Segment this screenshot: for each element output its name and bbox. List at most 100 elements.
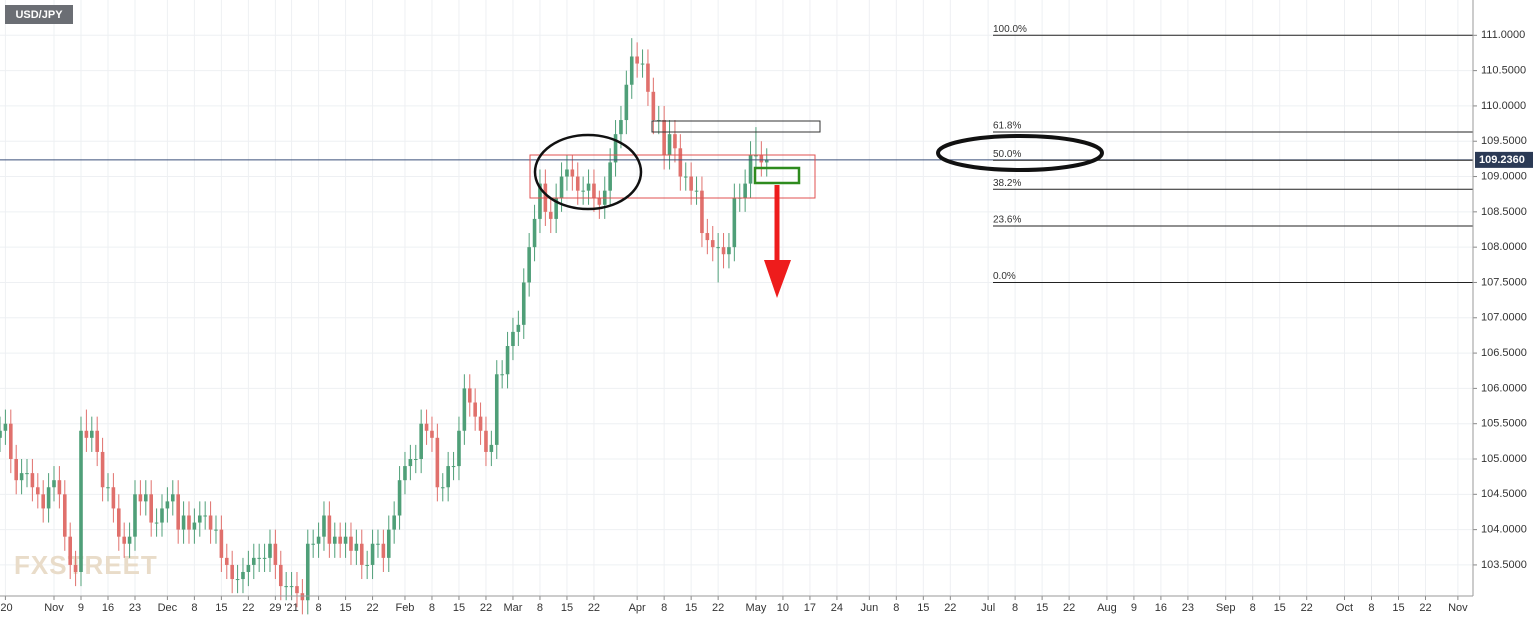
candle-body [640, 63, 645, 65]
circle-annotation [533, 133, 643, 211]
candle-body [127, 536, 132, 544]
candle-body [689, 176, 693, 191]
candle-body [122, 536, 126, 544]
candle-body [673, 134, 677, 149]
candle-body [392, 515, 396, 530]
candle-body [451, 466, 456, 468]
candle-body [106, 487, 110, 489]
candle-body [311, 543, 315, 545]
y-tick-label: 111.0000 [1481, 29, 1525, 41]
candle-body [84, 430, 89, 438]
y-tick-label: 108.5000 [1481, 206, 1527, 218]
x-tick-label: Apr [629, 602, 646, 614]
x-tick-label: 9 [1131, 602, 1137, 614]
candle-body [214, 529, 218, 531]
candle-body [694, 190, 699, 192]
candle-body [208, 515, 213, 530]
x-tick-label: 15 [1274, 602, 1286, 614]
candle-body [554, 197, 558, 219]
x-tick-label: 22 [712, 602, 724, 614]
candle-body [235, 579, 240, 581]
x-tick-label: Oct [1336, 602, 1353, 614]
candle-body [419, 423, 423, 460]
candle-body [662, 120, 666, 156]
candle-body [30, 473, 35, 488]
candle-body [651, 91, 656, 121]
candle-body [52, 480, 56, 488]
y-tick-label: 109.0000 [1481, 170, 1527, 182]
candle-body [365, 564, 369, 566]
candle-body [683, 176, 688, 178]
candle-body [3, 423, 8, 431]
y-tick-label: 108.0000 [1481, 241, 1527, 253]
zone-box [529, 154, 816, 199]
candle-body [494, 374, 499, 445]
x-tick-label: Dec [158, 602, 178, 614]
resistance-box [651, 120, 821, 133]
candle-body [716, 247, 720, 249]
candle-body [273, 543, 278, 565]
candle-body [95, 430, 99, 452]
candle-body [246, 564, 251, 572]
candle-body [629, 56, 634, 85]
candle-body [559, 176, 564, 198]
candle-body [500, 374, 504, 376]
candle-body [203, 515, 207, 517]
x-tick-label: 15 [339, 602, 351, 614]
candle-body [570, 169, 575, 177]
x-tick-label: Sep [1216, 602, 1236, 614]
candle-body [370, 543, 375, 565]
candle-body [511, 331, 515, 347]
candle-body [35, 487, 40, 495]
x-tick-label: 8 [1250, 602, 1256, 614]
x-tick-label: 8 [429, 602, 435, 614]
x-tick-label: 10 [777, 602, 789, 614]
candle-body [187, 515, 191, 530]
candle-body [592, 183, 596, 198]
fib-label: 100.0% [993, 24, 1027, 35]
candle-body [89, 430, 94, 438]
candle-body [224, 557, 229, 565]
candle-body [478, 416, 483, 431]
y-tick-label: 107.5000 [1481, 276, 1527, 288]
x-tick-label: 8 [316, 602, 322, 614]
candle-body [613, 134, 618, 163]
candle-body [176, 494, 180, 530]
candle-body [284, 586, 288, 588]
candle-body [565, 169, 569, 177]
candles: 100.0% 61.8% 50.0% 38.2% 23.6% 0.0% [0, 24, 1473, 615]
x-tick-label: 22 [366, 602, 378, 614]
x-tick-label: Jun [860, 602, 878, 614]
candle-body [354, 543, 359, 551]
candle-body [111, 487, 116, 509]
candle-body [0, 430, 2, 438]
x-tick-label: 22 [1301, 602, 1313, 614]
candle-body [484, 430, 488, 452]
x-tick-label: '21 [284, 602, 298, 614]
x-tick-label: 16 [102, 602, 114, 614]
x-tick-label: 22 [588, 602, 600, 614]
x-tick-label: 9 [78, 602, 84, 614]
candle-body [338, 536, 342, 544]
candle-body [635, 56, 639, 64]
candle-body [727, 247, 731, 255]
y-tick-label: 105.5000 [1481, 418, 1527, 430]
candle-body [430, 430, 434, 438]
candle-body [754, 155, 758, 157]
x-tick-label: 15 [561, 602, 573, 614]
candle-body [408, 459, 413, 467]
x-tick-label: 22 [480, 602, 492, 614]
candle-body [197, 515, 202, 523]
candle-body [505, 346, 510, 375]
x-tick-label: 23 [129, 602, 141, 614]
candle-body [575, 176, 580, 191]
x-tick-label: 8 [537, 602, 543, 614]
candle-body [143, 494, 148, 502]
candle-body [257, 557, 261, 559]
candle-body [160, 508, 164, 523]
candle-body [748, 155, 753, 184]
candle-body [149, 494, 153, 523]
candle-body [538, 183, 542, 219]
candle-body [14, 459, 18, 481]
